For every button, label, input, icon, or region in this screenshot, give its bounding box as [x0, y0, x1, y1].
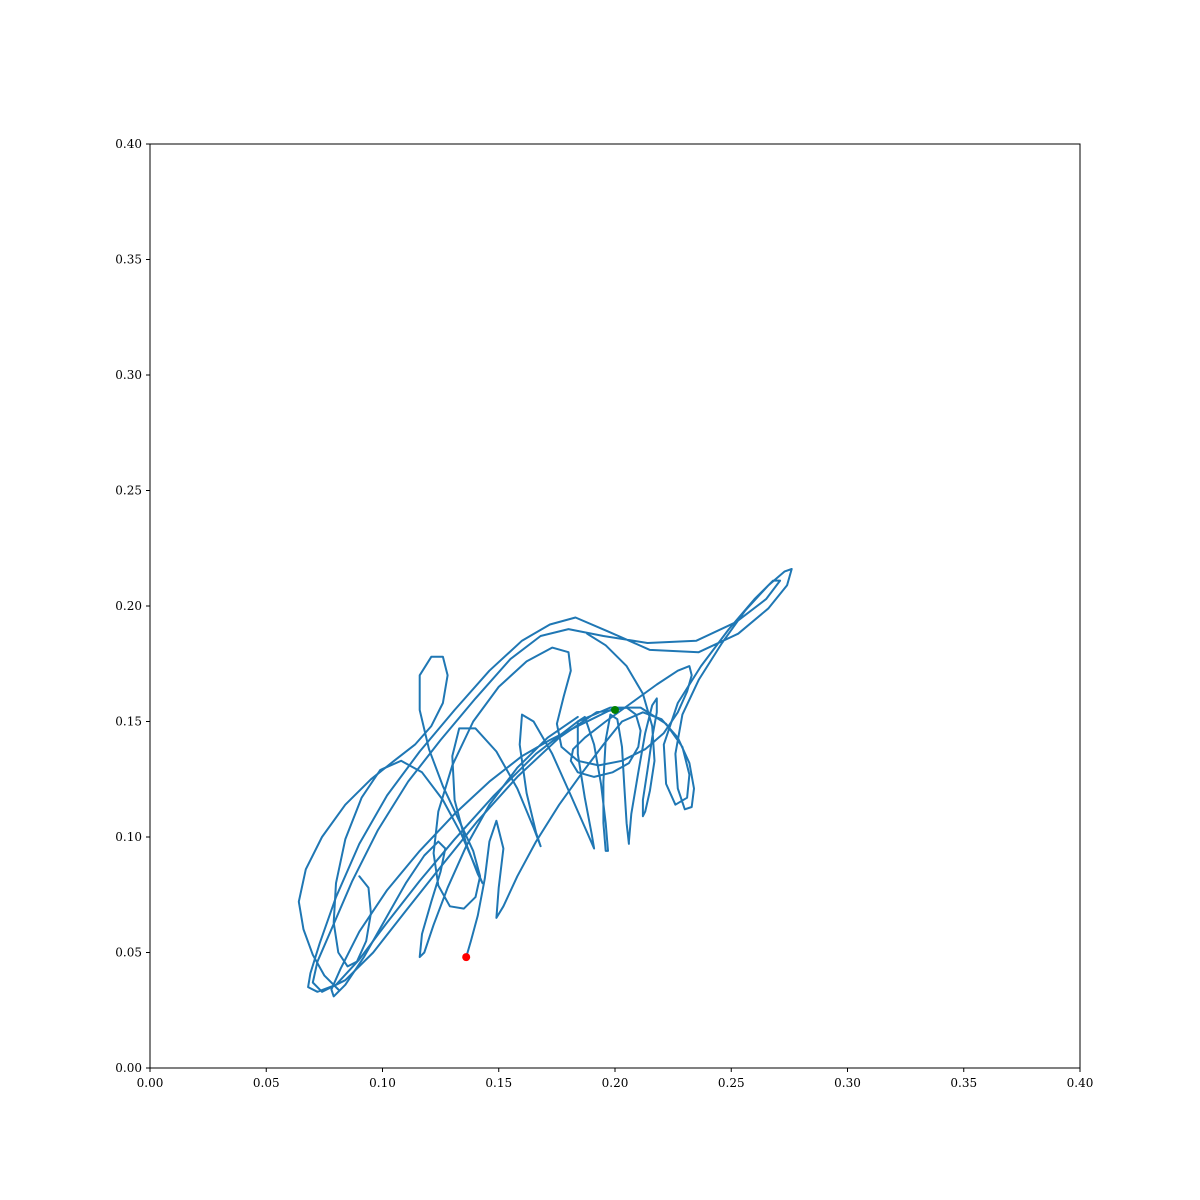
x-tick-label: 0.10	[369, 1076, 396, 1090]
x-tick-label: 0.35	[950, 1076, 977, 1090]
x-axis-ticks: 0.00 0.05 0.10 0.15 0.20 0.25 0.30 0.35 0.40	[137, 1068, 1094, 1090]
y-tick-label: 0.20	[115, 599, 142, 613]
end-point-marker	[611, 705, 619, 714]
trajectory-segment-1	[307, 568, 793, 993]
x-tick-label: 0.00	[137, 1076, 164, 1090]
y-tick-label: 0.05	[115, 946, 142, 960]
y-tick-label: 0.00	[115, 1061, 142, 1075]
x-tick-label: 0.15	[485, 1076, 512, 1090]
x-tick-label: 0.25	[718, 1076, 745, 1090]
y-tick-label: 0.25	[115, 484, 142, 498]
y-tick-label: 0.40	[115, 137, 142, 151]
x-tick-label: 0.05	[253, 1076, 280, 1090]
start-point-marker	[462, 953, 471, 962]
y-tick-label: 0.15	[115, 715, 142, 729]
y-tick-label: 0.30	[115, 368, 142, 382]
x-tick-label: 0.30	[834, 1076, 861, 1090]
y-tick-label: 0.35	[115, 253, 142, 267]
trajectory-lines	[297, 568, 793, 998]
y-tick-label: 0.10	[115, 830, 142, 844]
trajectory-segment-3	[332, 632, 658, 968]
point-markers	[462, 705, 619, 962]
x-tick-label: 0.40	[1067, 1076, 1094, 1090]
trajectory-segment-2	[297, 646, 693, 998]
y-axis-ticks: 0.00 0.05 0.10 0.15 0.20 0.25 0.30 0.35 0.40	[115, 137, 150, 1075]
x-tick-label: 0.20	[602, 1076, 629, 1090]
